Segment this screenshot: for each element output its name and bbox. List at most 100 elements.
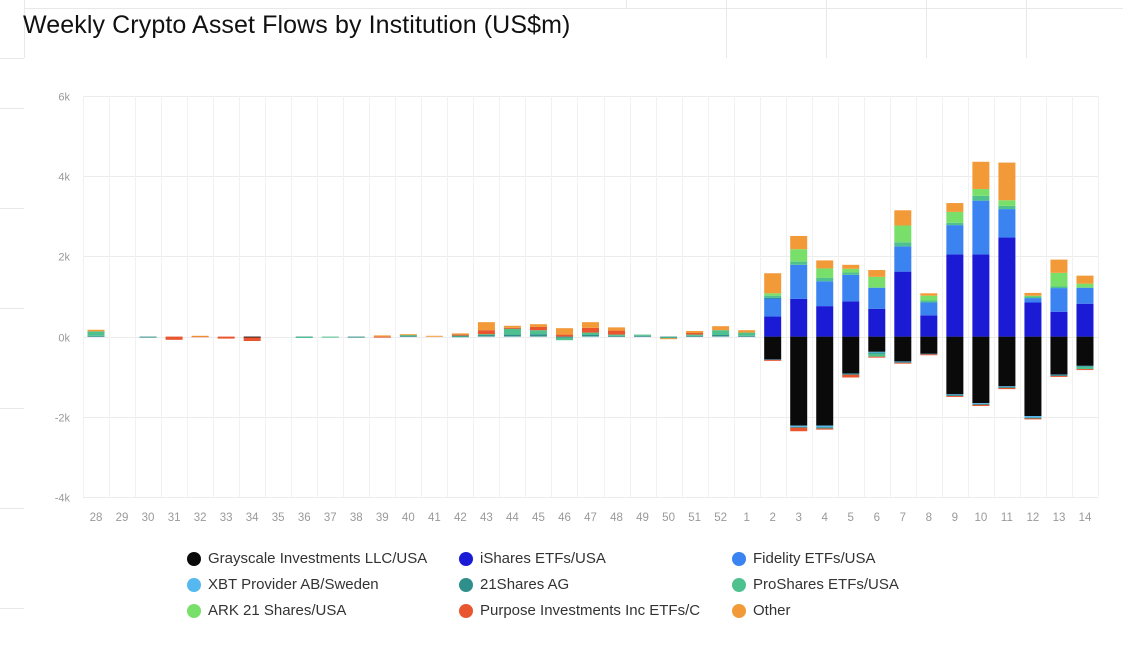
y-tick-label: 6k (58, 92, 70, 104)
bar-segment (686, 330, 704, 333)
bar-segment (946, 395, 964, 397)
bar-segment (868, 276, 886, 288)
bar-segment (790, 427, 808, 432)
x-tick-label: 31 (168, 512, 181, 524)
bar-segment (972, 403, 990, 405)
bar-segment (1024, 302, 1042, 337)
legend-item[interactable]: 21Shares AG (459, 576, 569, 593)
bar-segment (451, 335, 469, 337)
legend-item[interactable]: Fidelity ETFs/USA (732, 550, 876, 567)
bar-segment (582, 322, 599, 328)
bar-segment (87, 331, 105, 336)
bar-segment (87, 335, 105, 337)
bar-segment (790, 261, 808, 265)
bar-segment (660, 336, 678, 338)
bar-segment (1076, 336, 1094, 366)
bar-segment (868, 352, 886, 354)
bar-segment (529, 326, 547, 331)
bar-segment (477, 334, 495, 337)
bar-segment (842, 264, 860, 269)
bar-segment (894, 210, 912, 226)
bar-segment (451, 336, 469, 338)
bar-segment (634, 334, 652, 336)
bar-segment (555, 334, 573, 337)
y-tick-label: 2k (58, 252, 70, 264)
bar-segment (764, 293, 782, 296)
x-tick-label: 44 (506, 512, 519, 524)
bar-segment (764, 297, 782, 299)
bar-segment (608, 327, 626, 331)
legend-item[interactable]: Purpose Investments Inc ETFs/C (459, 602, 700, 619)
x-tick-label: 47 (584, 512, 597, 524)
legend-item[interactable]: Grayscale Investments LLC/USA (187, 550, 427, 567)
bar-segment (503, 334, 521, 337)
bar-segment (764, 298, 782, 317)
bar-segment (686, 334, 704, 336)
bar-segment (946, 222, 964, 226)
x-tick-label: 8 (926, 512, 932, 524)
x-tick-label: 51 (688, 512, 701, 524)
x-tick-label: 9 (952, 512, 958, 524)
x-tick-label: 14 (1079, 512, 1092, 524)
bar-segment (764, 273, 782, 294)
bar-segment (998, 162, 1016, 201)
bar-segment (920, 300, 938, 303)
bar-segment (477, 322, 495, 331)
bar-segment (529, 324, 547, 327)
bar-segment (712, 330, 730, 335)
bar-segment (764, 336, 782, 360)
x-tick-label: 34 (246, 512, 259, 524)
bar-segment (816, 268, 834, 278)
bar-segment (347, 336, 365, 338)
x-tick-label: 43 (480, 512, 493, 524)
legend-item[interactable]: XBT Provider AB/Sweden (187, 576, 379, 593)
bar-segment (998, 209, 1016, 238)
bar-segment (972, 336, 990, 404)
legend-item[interactable]: ProShares ETFs/USA (732, 576, 899, 593)
bar-segment (425, 335, 443, 337)
legend-label: ProShares ETFs/USA (753, 576, 899, 593)
bar-segment (503, 325, 521, 328)
bar-segment (1050, 286, 1068, 289)
bar-segment (1050, 272, 1068, 287)
bar-segment (920, 293, 938, 296)
bar-segment (790, 426, 808, 428)
bar-segment (686, 335, 704, 337)
x-tick-label: 29 (116, 512, 129, 524)
bar-segment (1024, 417, 1042, 419)
x-tick-label: 2 (769, 512, 775, 524)
bar-segment (816, 260, 834, 269)
bar-segment (790, 235, 808, 250)
bar-segment (764, 316, 782, 337)
bar-segment (816, 425, 834, 428)
x-tick-label: 33 (220, 512, 233, 524)
legend-item[interactable]: ARK 21 Shares/USA (187, 602, 346, 619)
bar-segment (972, 195, 990, 201)
bar-segment (1024, 296, 1042, 299)
bar-segment (972, 189, 990, 196)
bar-segment (1050, 259, 1068, 273)
bar-segment (972, 161, 990, 190)
legend-item[interactable]: Other (732, 602, 791, 619)
bar-segment (920, 315, 938, 337)
bar-segment (894, 271, 912, 337)
bar-segment (529, 334, 547, 337)
bar-segment (634, 335, 652, 337)
x-tick-label: 12 (1027, 512, 1040, 524)
bar-segment (842, 374, 860, 378)
bar-segment (998, 336, 1016, 387)
legend-label: iShares ETFs/USA (480, 550, 606, 567)
bar-segment (1050, 288, 1068, 312)
bar-segment (295, 337, 313, 339)
bar-segment (946, 211, 964, 223)
bar-segment (764, 359, 782, 361)
bar-segment (842, 274, 860, 302)
bar-segment (894, 225, 912, 243)
bar-segment (842, 373, 860, 375)
legend-item[interactable]: iShares ETFs/USA (459, 550, 606, 567)
bar-segment (764, 295, 782, 298)
legend-label: 21Shares AG (480, 576, 570, 593)
bar-segment (399, 335, 417, 337)
bar-segment (243, 336, 261, 338)
bar-segment (582, 332, 599, 335)
